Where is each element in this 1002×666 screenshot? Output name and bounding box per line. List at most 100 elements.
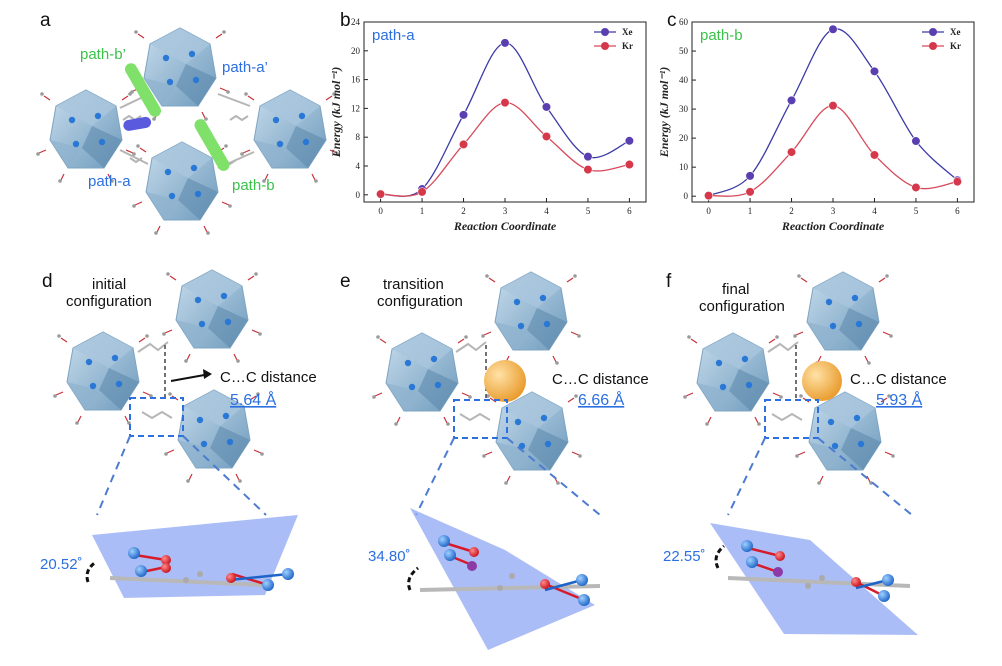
- y-tick-label: 24: [351, 17, 361, 27]
- data-point-kr-2: [458, 139, 469, 149]
- data-point-xe-1: [745, 171, 755, 181]
- molecule-plane-f: [710, 523, 918, 635]
- path-b-prime-label: path-b’: [80, 46, 126, 63]
- path-b-prime-marker: [125, 63, 161, 117]
- data-point-kr-5: [583, 165, 593, 175]
- path-b-marker: [194, 119, 230, 171]
- framework-structure-a: [35, 27, 341, 236]
- angle-value-e: 34.80˚: [368, 548, 411, 565]
- x-tick-label: 0: [706, 206, 711, 216]
- data-point-xe-4: [869, 66, 880, 76]
- y-tick-label: 40: [679, 75, 689, 85]
- x-axis-title: Reaction Coordinate: [453, 219, 557, 233]
- xe-atom-e: [484, 360, 526, 402]
- panel-label-c: c: [667, 10, 677, 31]
- series-line-kr: [708, 104, 958, 197]
- zoom-box-f: [764, 399, 819, 439]
- config-label-line1-f: final: [722, 281, 750, 298]
- y-tick-label: 0: [356, 190, 361, 200]
- legend-marker-kr: [601, 42, 609, 50]
- x-axis-title: Reaction Coordinate: [781, 219, 885, 233]
- distance-label-d: C…C distance: [220, 369, 317, 386]
- data-point-xe-5: [583, 152, 593, 162]
- legend-label-xe: Xe: [622, 27, 633, 37]
- x-tick-label: 6: [627, 206, 632, 216]
- molecule-plane-e: [407, 508, 601, 650]
- data-point-kr-6: [624, 159, 635, 170]
- y-axis-title: Energy (kJ mol⁻¹): [329, 67, 343, 159]
- path-a-label: path-a: [88, 173, 131, 190]
- data-point-kr-0: [703, 191, 714, 201]
- data-point-kr-4: [869, 150, 880, 160]
- config-label-line2-e: configuration: [377, 293, 463, 310]
- x-tick-label: 0: [378, 206, 383, 216]
- data-point-kr-5: [911, 182, 921, 193]
- y-tick-label: 60: [679, 17, 689, 27]
- framework-structure-d: [52, 269, 267, 516]
- x-tick-label: 3: [831, 206, 836, 216]
- legend-marker-xe: [601, 28, 609, 36]
- distance-label-e: C…C distance: [552, 371, 649, 388]
- data-point-xe-2: [458, 110, 469, 120]
- y-tick-label: 12: [351, 103, 360, 113]
- data-point-kr-1: [417, 187, 427, 197]
- chart-title: path-b: [700, 27, 743, 44]
- distance-label-f: C…C distance: [850, 371, 947, 388]
- config-label-line2-d: configuration: [66, 293, 152, 310]
- framework-structure-f: [682, 271, 913, 516]
- path-a-prime-label: path-a’: [222, 59, 268, 76]
- legend-marker-xe: [929, 28, 937, 36]
- angle-value-d: 20.52˚: [40, 556, 83, 573]
- path-b-label: path-b: [232, 177, 275, 194]
- framework-structure-e: [371, 271, 601, 516]
- series-line-xe: [380, 42, 630, 197]
- legend-marker-kr: [929, 42, 937, 50]
- data-point-kr-0: [375, 189, 386, 199]
- config-label-line1-d: initial: [92, 276, 126, 293]
- data-point-kr-4: [541, 131, 552, 142]
- y-tick-label: 0: [684, 191, 689, 201]
- data-point-xe-2: [786, 95, 797, 105]
- data-point-xe-5: [911, 136, 921, 146]
- distance-value-e: 6.66 Å: [578, 390, 625, 409]
- series-line-kr: [380, 101, 630, 197]
- legend-label-xe: Xe: [950, 27, 961, 37]
- data-point-xe-4: [541, 102, 552, 112]
- y-axis-title: Energy (kJ mol⁻¹): [657, 67, 671, 159]
- x-tick-label: 2: [461, 206, 466, 216]
- y-tick-label: 10: [679, 162, 689, 172]
- energy-chart-path-b: 0 10 20 30 40 50 60 0 1 2 3 4 5 6 Reaction Coordinate E…: [657, 17, 975, 233]
- x-tick-label: 1: [420, 206, 425, 216]
- distance-value-f: 5.93 Å: [876, 390, 923, 409]
- config-label-line1-e: transition: [383, 276, 444, 293]
- distance-value-d: 5.64 Å: [230, 390, 277, 409]
- data-point-xe-3: [500, 38, 510, 48]
- y-tick-label: 8: [356, 132, 361, 142]
- data-point-kr-1: [745, 187, 755, 197]
- data-point-xe-6: [624, 136, 635, 146]
- panel-label-a: a: [40, 10, 51, 31]
- data-point-kr-2: [786, 147, 797, 157]
- data-point-xe-3: [828, 24, 838, 34]
- y-tick-label: 4: [356, 161, 361, 171]
- legend-label-kr: Kr: [622, 41, 633, 51]
- x-tick-label: 4: [544, 206, 549, 216]
- y-tick-label: 20: [679, 133, 689, 143]
- panel-label-f: f: [666, 271, 672, 292]
- panel-label-b: b: [340, 10, 351, 31]
- panel-label-e: e: [340, 271, 351, 292]
- angle-value-f: 22.55˚: [663, 548, 706, 565]
- data-point-kr-3: [500, 98, 510, 108]
- series-line-xe: [708, 28, 958, 197]
- zoom-box-e: [453, 399, 508, 439]
- data-point-kr-3: [828, 101, 838, 111]
- x-tick-label: 6: [955, 206, 960, 216]
- molecule-plane-d: [85, 515, 298, 598]
- x-tick-label: 5: [914, 206, 919, 216]
- x-tick-label: 3: [503, 206, 508, 216]
- panel-label-d: d: [42, 271, 53, 292]
- y-tick-label: 50: [679, 46, 689, 56]
- x-tick-label: 2: [789, 206, 794, 216]
- x-tick-label: 1: [748, 206, 753, 216]
